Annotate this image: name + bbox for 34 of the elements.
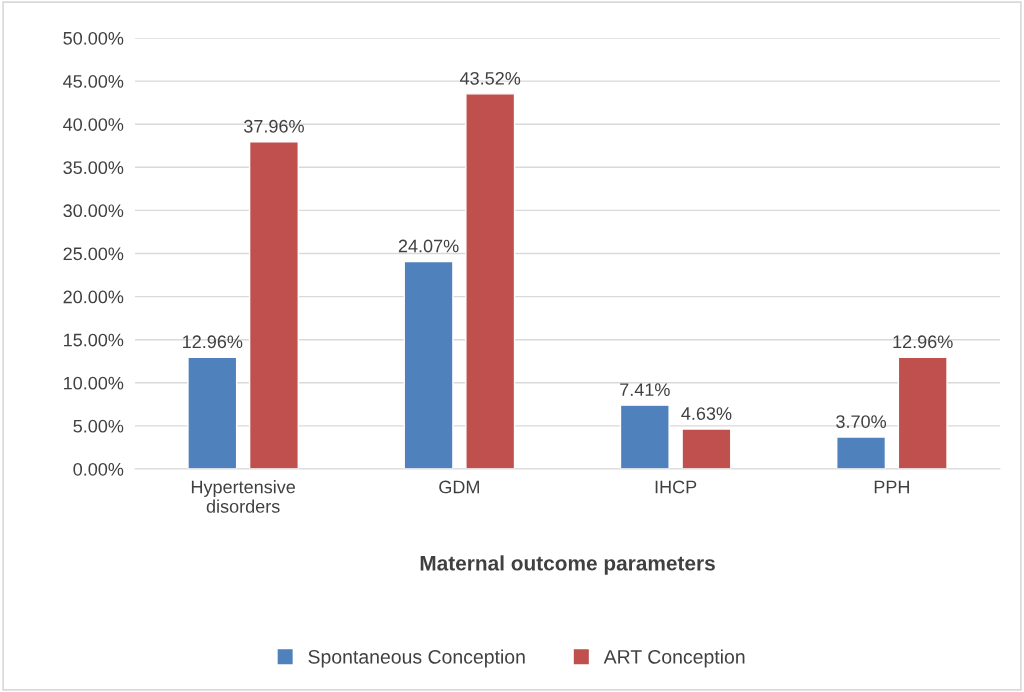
data-label: 12.96% — [183, 335, 243, 349]
data-label: 24.07% — [398, 239, 459, 253]
data-label: 3.70% — [836, 415, 887, 428]
bar — [403, 260, 454, 469]
y-tick-label: 30.00% — [63, 204, 124, 218]
y-tick-label: 25.00% — [63, 247, 124, 261]
y-tick-label: 5.00% — [73, 419, 124, 433]
data-label: 43.52% — [459, 71, 521, 85]
y-tick-label: 45.00% — [63, 75, 124, 88]
x-tick-label: Hypertensive disorders — [191, 480, 296, 513]
x-tick-label: PPH — [874, 480, 909, 494]
y-tick-label: 40.00% — [63, 118, 124, 131]
legend-label: ART Conception — [603, 649, 745, 668]
y-tick-label: 0.00% — [73, 462, 124, 476]
y-tick-label: 50.00% — [63, 31, 124, 45]
y-tick-label: 35.00% — [63, 161, 124, 175]
bar — [187, 356, 238, 469]
y-tick-label: 15.00% — [64, 333, 124, 347]
x-axis-title: Maternal outcome parameters — [420, 555, 715, 575]
x-tick-label: GDM — [439, 480, 479, 494]
data-label: 7.41% — [620, 383, 670, 396]
data-label: 12.96% — [893, 335, 953, 349]
bar — [465, 93, 516, 469]
legend-label: Spontaneous Conception — [308, 649, 525, 668]
data-label: 37.96% — [244, 119, 304, 133]
bar — [248, 141, 299, 469]
bar — [619, 404, 670, 469]
x-tick-label: IHCP — [655, 480, 697, 494]
data-label: 4.63% — [681, 407, 732, 420]
y-tick-label: 20.00% — [63, 290, 124, 304]
y-tick-label: 10.00% — [64, 376, 124, 390]
bar — [681, 428, 732, 469]
bar — [897, 356, 948, 469]
bar — [836, 436, 887, 469]
